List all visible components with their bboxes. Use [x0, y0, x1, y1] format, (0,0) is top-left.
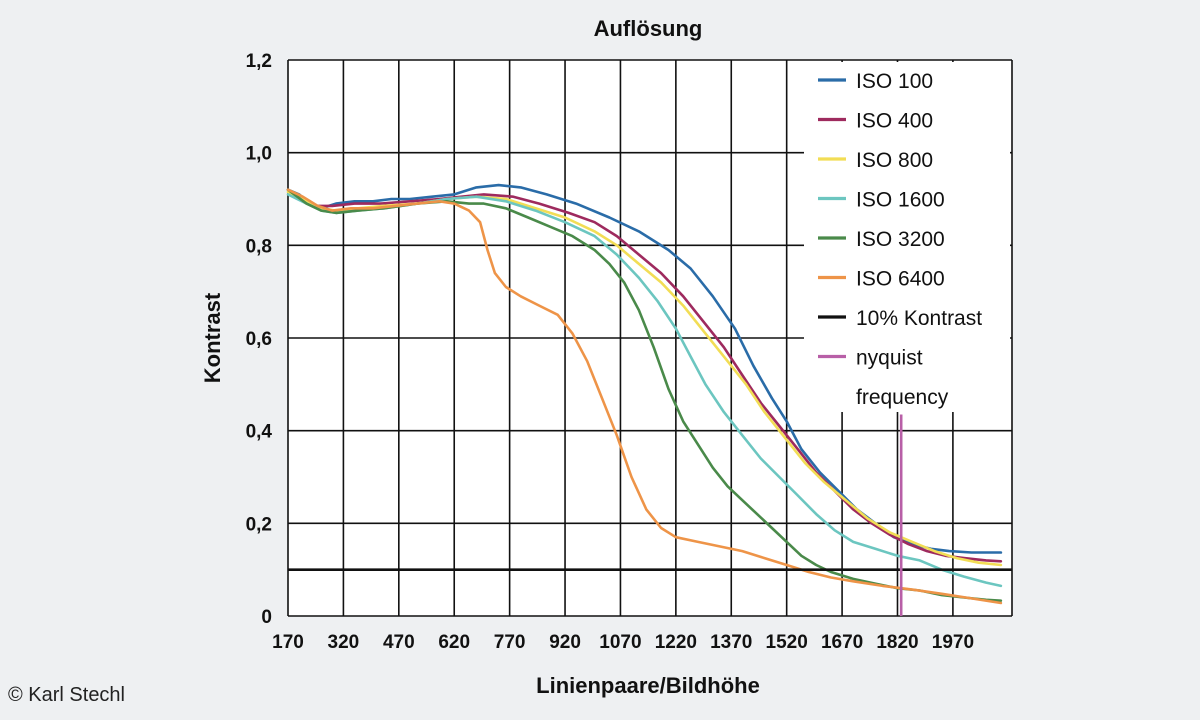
y-tick-label: 1,0	[246, 144, 272, 165]
y-tick-label: 0,8	[246, 236, 272, 257]
x-tick-label: 1370	[710, 632, 752, 653]
legend: ISO 100 ISO 400 ISO 800 ISO 1600 ISO 3200 ISO…	[804, 62, 1010, 412]
legend-label-iso-3200: ISO 3200	[856, 228, 945, 251]
x-tick-label: 770	[494, 632, 526, 653]
x-tick-label: 620	[438, 632, 470, 653]
legend-label-nyquist: nyquist	[856, 347, 923, 370]
legend-label-10-kontrast: 10% Kontrast	[856, 307, 982, 330]
x-tick-label: 1970	[932, 632, 974, 653]
chart-title: Auflösung	[594, 16, 703, 41]
x-tick-label: 1520	[766, 632, 808, 653]
x-tick-label: 1070	[599, 632, 641, 653]
legend-label-iso-400: ISO 400	[856, 110, 933, 133]
x-tick-label: 920	[549, 632, 581, 653]
x-tick-labels: 170 320 470 620 770 920 1070 1220 1370 1520 1670 18…	[272, 632, 974, 653]
x-tick-label: 170	[272, 632, 304, 653]
grid	[287, 59, 1013, 617]
x-tick-label: 320	[328, 632, 360, 653]
legend-label-frequency: frequency	[856, 386, 949, 409]
x-tick-label: 1820	[876, 632, 918, 653]
x-tick-label: 1220	[655, 632, 697, 653]
y-tick-label: 0	[261, 607, 272, 628]
x-tick-label: 1670	[821, 632, 863, 653]
y-tick-labels: 0 0,2 0,4 0,6 0,8 1,0 1,2	[246, 51, 273, 628]
copyright-credit: © Karl Stechl	[8, 684, 126, 706]
y-tick-label: 0,6	[246, 329, 272, 350]
series-lines	[286, 183, 1003, 605]
x-tick-label: 470	[383, 632, 415, 653]
y-axis-title: Kontrast	[200, 292, 225, 383]
legend-label-iso-6400: ISO 6400	[856, 268, 945, 291]
legend-label-iso-100: ISO 100	[856, 70, 933, 93]
y-tick-label: 0,2	[246, 514, 272, 535]
series-line-iso-400	[286, 188, 1003, 563]
legend-label-iso-1600: ISO 1600	[856, 189, 945, 212]
y-tick-label: 0,4	[246, 422, 273, 443]
x-axis-title: Linienpaare/Bildhöhe	[536, 673, 760, 698]
series-line-iso-6400	[286, 188, 1003, 605]
reference-lines	[288, 414, 1012, 616]
y-tick-label: 1,2	[246, 51, 272, 72]
legend-label-iso-800: ISO 800	[856, 149, 933, 172]
